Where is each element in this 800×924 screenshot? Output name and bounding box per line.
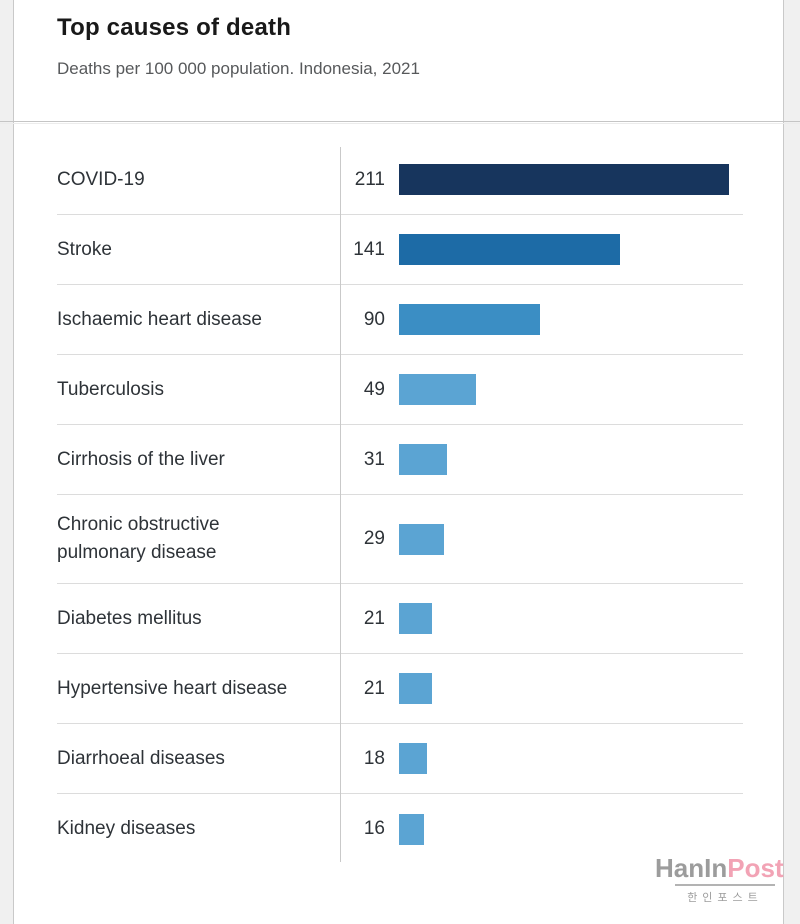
bar [399,523,444,555]
bar [399,304,540,335]
watermark-pink-part: Post [727,853,784,883]
chart-row: Hypertensive heart disease 21 [57,654,743,724]
category-label: Tuberculosis [57,378,165,400]
chart-row: COVID-19 211 [57,145,743,215]
value-label: 21 [363,677,385,699]
chart-row: Ischaemic heart disease 90 [57,285,743,355]
category-label: Diarrhoeal diseases [57,747,225,769]
value-label: 141 [353,238,385,260]
category-label: Chronic obstructive pulmonary disease [57,514,220,563]
bar [399,813,424,845]
bar [399,444,447,475]
chart-header: Top causes of death Deaths per 100 000 p… [14,0,783,108]
bar [399,164,729,195]
value-label: 18 [363,747,385,769]
chart-row: Diabetes mellitus 21 [57,584,743,654]
header-divider [0,121,800,122]
category-label: Diabetes mellitus [57,607,202,629]
value-label: 31 [363,448,385,470]
bar-chart: COVID-19 211 Stroke 141 Ischaemic heart dise… [14,145,783,864]
bar [399,603,432,634]
value-label: 90 [363,308,385,330]
watermark-gray-part: HanIn [655,853,728,883]
category-label: Cirrhosis of the liver [57,448,225,470]
page-title: Top causes of death [57,14,292,41]
category-label: Hypertensive heart disease [57,677,288,699]
chart-row: Stroke 141 [57,215,743,285]
category-label: Stroke [57,238,112,260]
value-label: 16 [363,818,385,839]
chart-row: Kidney diseases 16 [57,794,743,864]
value-label: 21 [363,607,385,629]
category-label: Ischaemic heart disease [57,308,262,330]
chart-row: Tuberculosis 49 [57,355,743,425]
watermark-logo-text: HanInPost [655,853,784,883]
value-label: 211 [354,168,385,190]
chart-row: Cirrhosis of the liver 31 [57,425,743,495]
bar [399,234,620,265]
category-label: COVID-19 [57,168,145,190]
value-label: 49 [363,378,385,400]
chart-row: Diarrhoeal diseases 18 [57,724,743,794]
chart-row: Chronic obstructive pulmonary disease 29 [57,495,743,584]
axis-baseline [340,147,341,862]
category-label: Kidney diseases [57,818,196,839]
watermark: HanInPost 한인포스트 [655,853,784,905]
watermark-underline [675,884,775,886]
watermark-korean-text: 한인포스트 [687,892,763,904]
value-label: 29 [363,528,385,549]
bar [399,743,427,774]
bar [399,673,432,704]
chart-subtitle: Deaths per 100 000 population. Indonesia… [57,59,420,78]
bar [399,374,476,405]
chart-card: Top causes of death Deaths per 100 000 p… [13,0,784,924]
chart-rows: COVID-19 211 Stroke 141 Ischaemic heart dise… [57,145,743,864]
